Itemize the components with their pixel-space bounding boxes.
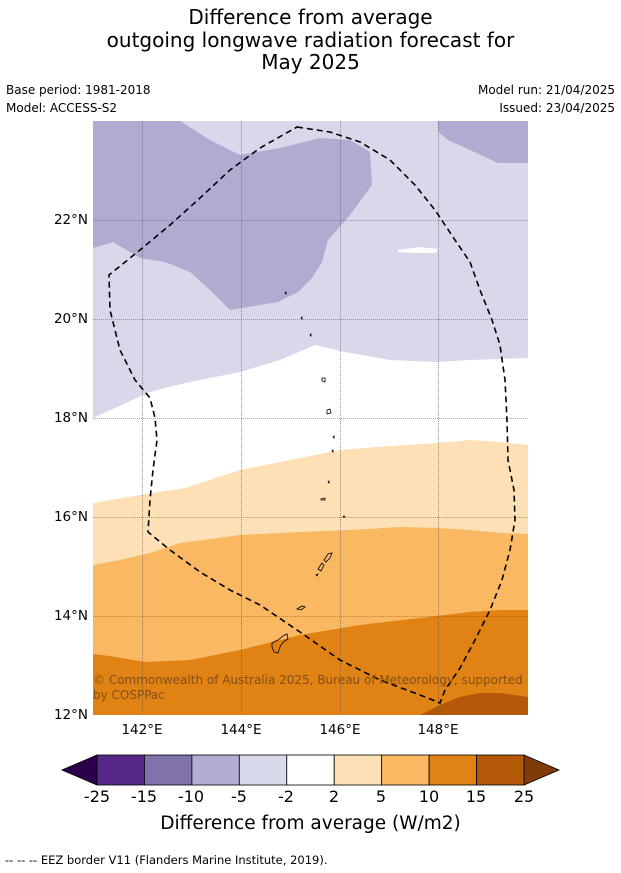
island-saipan [323, 552, 333, 563]
lon-label-142e: 142°E [121, 722, 163, 738]
colorbar-extension-low [60, 754, 98, 786]
title-line-2: outgoing longwave radiation forecast for [106, 27, 515, 52]
lon-label-148e: 148°E [417, 722, 459, 738]
meta-right: Model run: 21/04/2025 Issued: 23/04/2025 [478, 81, 615, 117]
lat-label-12n: 12°N [53, 707, 88, 723]
colorbar-swatch [333, 754, 383, 786]
island-maug [300, 316, 303, 320]
lat-label-14n: 14°N [53, 608, 88, 624]
colorbar-swatch [191, 754, 240, 786]
colorbar-tick-label: 25 [513, 787, 535, 806]
chart-title: Difference from average outgoing longwav… [0, 6, 621, 74]
field-plus10 [93, 610, 528, 715]
colorbar-swatch [381, 754, 430, 786]
island-tinian [317, 562, 325, 572]
island-rota [295, 605, 306, 611]
colorbar [60, 754, 561, 786]
copyright-notice: © Commonwealth of Australia 2025, Bureau… [93, 673, 526, 702]
anomaly-field [93, 121, 528, 715]
field-neutral-patch [398, 247, 438, 253]
island-asuncion [309, 333, 312, 337]
eez-footnote: -- -- -- EEZ border V11 (Flanders Marine… [5, 853, 328, 867]
lat-label-20n: 20°N [53, 311, 88, 327]
model-run: Model run: 21/04/2025 [477, 83, 615, 97]
colorbar-swatch [96, 754, 145, 786]
colorbar-label: Difference from average (W/m2) [160, 813, 461, 834]
colorbar-tick-label: -15 [130, 787, 158, 806]
field-minus10-northeast [438, 121, 528, 163]
island-guam [271, 633, 289, 654]
islands [271, 291, 346, 654]
meta-left: Base period: 1981-2018 Model: ACCESS-S2 [6, 81, 151, 117]
colorbar-swatch [144, 754, 193, 786]
colorbar-swatch [286, 754, 335, 786]
island-anatahan [320, 497, 326, 501]
base-period: Base period: 1981-2018 [6, 83, 151, 97]
colorbar-extension-high [523, 754, 561, 786]
colorbar-tick-label: -25 [83, 787, 111, 806]
island-guguan [331, 449, 334, 453]
eez-border [108, 126, 516, 705]
colorbar-tick-label: 10 [418, 787, 440, 806]
title-line-3: May 2025 [261, 50, 360, 74]
colorbar-tick-label: 2 [328, 787, 340, 806]
lat-label-16n: 16°N [53, 509, 88, 525]
issued-date: Issued: 23/04/2025 [499, 101, 615, 115]
colorbar-swatch [476, 754, 525, 786]
colorbar-tick-label: 15 [465, 787, 487, 806]
island-farallon-de-medinilla [342, 515, 346, 518]
island-agrihan [321, 377, 326, 383]
lon-label-146e: 146°E [319, 722, 361, 738]
graticule [93, 121, 528, 715]
colorbar-swatch [238, 754, 288, 786]
lat-label-18n: 18°N [53, 410, 88, 426]
island-pagan [326, 408, 332, 415]
colorbar-tick-label: -2 [278, 787, 294, 806]
colorbar-tick-label: -10 [177, 787, 205, 806]
model-name: Model: ACCESS-S2 [6, 101, 118, 115]
title-line-1: Difference from average [188, 5, 433, 29]
island-aguijan [315, 573, 319, 577]
colorbar-swatch [428, 754, 477, 786]
island-sarigan [327, 480, 330, 484]
island-uracas [284, 291, 287, 295]
colorbar-tick-label: 5 [375, 787, 387, 806]
copyright-line-2: by COSPPac [93, 688, 165, 702]
copyright-line-1: © Commonwealth of Australia 2025, Bureau… [93, 673, 523, 687]
colorbar-tick-label: -5 [231, 787, 247, 806]
lon-label-144e: 144°E [220, 722, 262, 738]
lat-label-22n: 22°N [53, 212, 88, 228]
island-alamagan [332, 435, 335, 439]
field-plus15 [420, 693, 528, 715]
field-minus10-north [93, 121, 372, 310]
